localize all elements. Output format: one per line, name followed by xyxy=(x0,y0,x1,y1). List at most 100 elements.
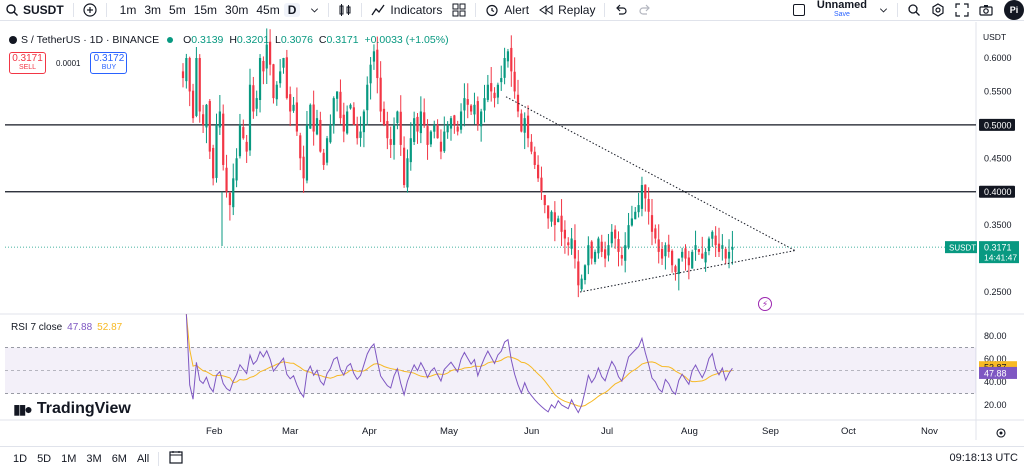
interval-5m[interactable]: 5m xyxy=(169,3,186,17)
candle-body xyxy=(516,94,520,112)
interval-D[interactable]: D xyxy=(283,3,301,17)
time-axis-label: Jul xyxy=(601,426,613,437)
candle xyxy=(577,250,580,298)
candle-body xyxy=(580,278,583,290)
range-all[interactable]: All xyxy=(136,452,150,465)
candle xyxy=(634,207,637,220)
candle xyxy=(218,95,221,135)
candle-body xyxy=(295,102,298,132)
candle-body xyxy=(671,250,674,266)
candle-body xyxy=(285,57,288,99)
change-value: +0.0033 (+1.05%) xyxy=(364,34,449,46)
sell-button[interactable]: 0.3171 SELL xyxy=(9,52,46,74)
candle xyxy=(198,54,201,123)
alert-button[interactable]: Alert xyxy=(480,0,534,21)
templates-button[interactable] xyxy=(447,0,471,21)
candle-body xyxy=(376,49,379,79)
candle xyxy=(674,264,677,281)
buy-button[interactable]: 0.3172 BUY xyxy=(90,52,128,74)
layout-name-button[interactable]: Unnamed Save xyxy=(788,0,893,21)
candle-body xyxy=(684,248,687,259)
candle-body xyxy=(362,111,365,133)
candle-body xyxy=(483,98,486,111)
candle-body xyxy=(245,141,248,152)
time-axis-label: Aug xyxy=(681,426,698,437)
candle xyxy=(600,234,603,258)
interval-1m[interactable]: 1m xyxy=(119,3,137,17)
candle-body xyxy=(315,118,319,135)
candle xyxy=(315,109,319,136)
candle xyxy=(490,66,493,102)
interval-15m[interactable]: 15m xyxy=(193,3,218,17)
rsi-axis-label: 20.00 xyxy=(984,400,1007,410)
candle-body xyxy=(701,253,704,259)
candle-body xyxy=(513,71,516,92)
top-toolbar: SUSDT 1m 3m 5m 15m 30m 45m D Indicators Alert … xyxy=(0,0,1024,21)
flash-event-icon[interactable]: ⚡ xyxy=(758,297,772,311)
fullscreen-button[interactable] xyxy=(950,0,974,21)
range-6m[interactable]: 6M xyxy=(111,452,127,465)
redo-button[interactable] xyxy=(633,0,657,21)
candle xyxy=(701,236,704,259)
range-3m[interactable]: 3M xyxy=(86,452,102,465)
clock[interactable]: 09:18:13 UTC xyxy=(949,452,1018,464)
symbol-search[interactable]: SUSDT xyxy=(0,0,69,21)
candle xyxy=(667,234,670,258)
chart-legend: S / TetherUS · 1D · BINANCE O0.3139 H0.3… xyxy=(9,34,452,46)
candle xyxy=(597,236,600,259)
settings-button[interactable] xyxy=(926,0,950,21)
divider xyxy=(604,3,606,17)
interval-dropdown[interactable] xyxy=(305,0,324,21)
candle-body xyxy=(456,126,459,132)
range-1m[interactable]: 1M xyxy=(61,452,77,465)
candle xyxy=(275,81,278,106)
chart-area[interactable]: USDT 0.6000 0.5500 0.5000 0.4500 0.4000 0.3500… xyxy=(0,22,1024,440)
candle-body xyxy=(533,151,536,165)
candle xyxy=(228,191,231,221)
interval-30m[interactable]: 30m xyxy=(225,3,249,17)
candle-type-button[interactable] xyxy=(333,0,357,21)
gear-icon xyxy=(932,3,944,17)
candle xyxy=(356,116,359,145)
price-chart[interactable]: USDT 0.6000 0.5500 0.5000 0.4500 0.4000 0.3500… xyxy=(0,22,1024,440)
interval-3m[interactable]: 3m xyxy=(144,3,162,17)
tradingview-logo[interactable]: ▮▮● TradingView xyxy=(13,400,131,418)
candle-body xyxy=(490,83,493,92)
rsi-ma-line xyxy=(185,314,733,407)
candle xyxy=(560,199,563,247)
candle-body xyxy=(419,111,422,134)
goto-date-button[interactable] xyxy=(163,450,189,467)
interval-45m[interactable]: 45m xyxy=(256,3,280,17)
candle-body xyxy=(647,198,650,212)
candle-body xyxy=(292,104,295,111)
candle xyxy=(731,230,734,265)
candles-icon xyxy=(339,4,351,16)
candle-body xyxy=(443,131,446,152)
axis-settings-icon xyxy=(996,428,1006,438)
candle xyxy=(687,250,690,280)
range-1d[interactable]: 1D xyxy=(13,452,28,465)
candle xyxy=(325,135,329,166)
candle-body xyxy=(215,124,218,178)
symbol-tag xyxy=(945,241,977,254)
candle xyxy=(480,108,483,142)
quick-search-button[interactable] xyxy=(902,0,926,21)
candle xyxy=(654,224,657,244)
snapshot-button[interactable] xyxy=(974,0,998,21)
range-5d[interactable]: 5D xyxy=(37,452,52,465)
indicators-label: Indicators xyxy=(390,3,443,17)
candle xyxy=(443,116,446,153)
avatar[interactable]: Pi xyxy=(1004,0,1024,20)
indicators-button[interactable]: Indicators xyxy=(366,0,447,21)
undo-icon xyxy=(616,4,627,15)
candle xyxy=(483,84,486,123)
undo-button[interactable] xyxy=(609,0,633,21)
compare-button[interactable] xyxy=(78,0,102,21)
candle xyxy=(624,232,627,273)
divider xyxy=(361,3,363,17)
candle xyxy=(429,130,432,148)
symbol-tag-label: SUSDT xyxy=(949,244,976,253)
candle xyxy=(647,187,650,225)
replay-button[interactable]: Replay xyxy=(534,0,600,21)
candle xyxy=(255,90,258,117)
